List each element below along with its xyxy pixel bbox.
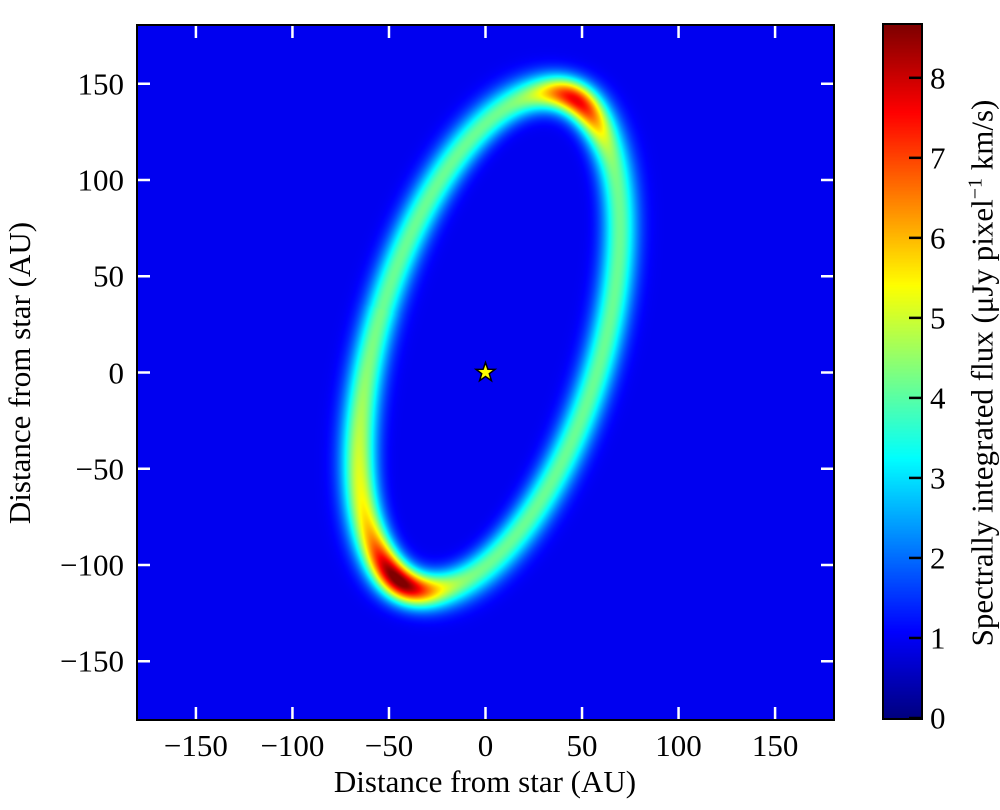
colorbar-ticks xyxy=(909,76,921,718)
plot-frame xyxy=(136,24,835,721)
colorbar-label: Spectrally integrated flux (μJy pixel−1 … xyxy=(958,100,999,647)
y-axis-label: Distance from star (AU) xyxy=(2,221,37,525)
x-tick-label: −50 xyxy=(364,728,414,763)
x-tick-label: 0 xyxy=(477,728,494,763)
x-tick-label: 50 xyxy=(566,728,598,763)
colorbar-label-exponent: −1 xyxy=(964,178,987,200)
y-tick-label: −50 xyxy=(75,451,124,487)
star-icon xyxy=(473,360,498,383)
y-tick-label: 50 xyxy=(93,258,124,294)
colorbar-tick-label: 3 xyxy=(930,460,946,496)
colorbar-label-main: Spectrally integrated flux (μJy pixel xyxy=(964,199,1000,647)
colorbar xyxy=(884,25,921,718)
colorbar-tick-label: 8 xyxy=(930,60,946,96)
colorbar-tick-label: 6 xyxy=(930,220,946,256)
colorbar-frame xyxy=(882,23,923,720)
y-tick-label: −100 xyxy=(60,547,124,583)
colorbar-tick-label: 7 xyxy=(930,140,946,176)
x-tick-label: −100 xyxy=(260,728,325,763)
colorbar-tick-label: 0 xyxy=(930,700,946,736)
colorbar-label-unit: km/s) xyxy=(964,99,1000,179)
colorbar-tick-label: 1 xyxy=(930,620,946,656)
colorbar-tick-label: 2 xyxy=(930,540,946,576)
y-tick-label: 100 xyxy=(77,162,125,198)
x-axis-label: Distance from star (AU) xyxy=(333,764,637,799)
colorbar-tick-label: 4 xyxy=(930,380,946,416)
x-tick-label: −150 xyxy=(163,728,228,763)
colorbar-gradient xyxy=(884,25,921,718)
heatmap-plot-area xyxy=(138,26,833,719)
plot-overlay xyxy=(138,26,833,719)
x-tick-label: 100 xyxy=(655,728,702,763)
colorbar-tick-label: 5 xyxy=(930,300,946,336)
x-tick-label: 150 xyxy=(751,728,799,763)
y-tick-label: 0 xyxy=(108,355,125,390)
y-tick-label: 150 xyxy=(77,66,125,102)
y-tick-label: −150 xyxy=(60,643,124,679)
